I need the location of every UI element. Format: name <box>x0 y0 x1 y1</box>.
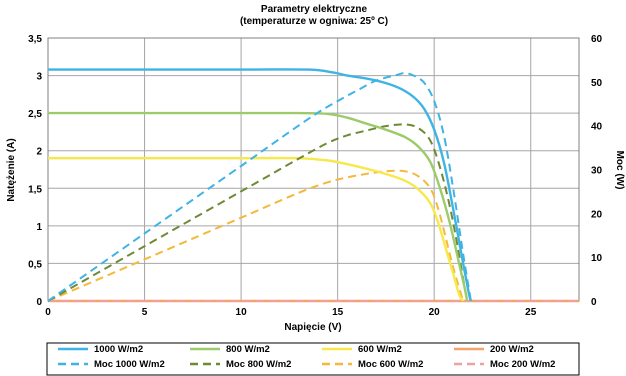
legend-label: 1000 W/m2 <box>94 344 143 355</box>
y-axis-ticks: 0 0,5 1 1,5 2 2,5 3 3,5 <box>28 34 42 308</box>
legend-item-moc-600-w-m2: Moc 600 W/m2 <box>322 359 423 370</box>
series-600-w-m2 <box>48 156 465 302</box>
y2-tick-label: 10 <box>591 253 603 264</box>
series-moc-1000-w-m2 <box>47 72 472 302</box>
y-tick-label: 0,5 <box>28 259 42 270</box>
y2-tick-label: 60 <box>591 34 603 45</box>
x-axis-label: Napięcie (V) <box>284 322 341 333</box>
x-axis-ticks: 0 5 10 15 20 25 <box>45 307 537 318</box>
legend <box>46 342 580 376</box>
legend-item-moc-1000-w-m2: Moc 1000 W/m2 <box>58 359 165 370</box>
y-tick-label: 0 <box>36 297 42 308</box>
y-tick-label: 1 <box>36 222 42 233</box>
legend-label: 800 W/m2 <box>226 344 270 355</box>
plot-area <box>47 37 580 302</box>
legend-item-moc-800-w-m2: Moc 800 W/m2 <box>190 359 291 370</box>
legend-item-200-w-m2: 200 W/m2 <box>454 344 534 355</box>
x-tick-label: 25 <box>525 307 537 318</box>
y-tick-label: 3 <box>36 72 42 83</box>
legend-label: 200 W/m2 <box>490 344 534 355</box>
legend-item-800-w-m2: 800 W/m2 <box>190 344 270 355</box>
legend-entries: 1000 W/m2 800 W/m2 600 W/m2 200 W/m2 Moc 100… <box>58 344 555 370</box>
y2-axis-label: Moc (W) <box>614 151 625 190</box>
series-moc-800-w-m2 <box>47 123 468 302</box>
chart-subtitle: (temperaturze w ogniwa: 25º C) <box>240 16 388 27</box>
legend-label: Moc 600 W/m2 <box>358 359 423 370</box>
y-tick-label: 2 <box>36 147 42 158</box>
y2-axis-ticks: 0 10 20 30 40 50 60 <box>591 34 603 308</box>
y2-tick-label: 30 <box>591 166 603 177</box>
y2-tick-label: 40 <box>591 122 603 133</box>
x-tick-label: 10 <box>236 307 248 318</box>
grid <box>48 37 579 301</box>
legend-label: Moc 1000 W/m2 <box>94 359 165 370</box>
series-800-w-m2 <box>48 111 469 302</box>
x-tick-label: 15 <box>332 307 344 318</box>
y2-tick-label: 20 <box>591 209 603 220</box>
x-tick-label: 0 <box>45 307 51 318</box>
legend-item-1000-w-m2: 1000 W/m2 <box>58 344 143 355</box>
y-tick-label: 3,5 <box>28 34 42 45</box>
y2-tick-label: 50 <box>591 78 603 89</box>
series-moc-600-w-m2 <box>47 169 465 302</box>
y-tick-label: 2,5 <box>28 109 42 120</box>
y-tick-label: 1,5 <box>28 184 42 195</box>
legend-label: 600 W/m2 <box>358 344 402 355</box>
x-tick-label: 5 <box>142 307 148 318</box>
legend-label: Moc 800 W/m2 <box>226 359 291 370</box>
series-1000-w-m2 <box>48 68 473 302</box>
legend-item-moc-200-w-m2: Moc 200 W/m2 <box>454 359 555 370</box>
series-lines <box>47 68 579 303</box>
y2-tick-label: 0 <box>591 297 597 308</box>
chart-title: Parametry elektryczne <box>261 4 368 15</box>
legend-label: Moc 200 W/m2 <box>490 359 555 370</box>
legend-item-600-w-m2: 600 W/m2 <box>322 344 402 355</box>
x-tick-label: 20 <box>429 307 441 318</box>
y-axis-label: Natężenie (A) <box>6 138 17 201</box>
